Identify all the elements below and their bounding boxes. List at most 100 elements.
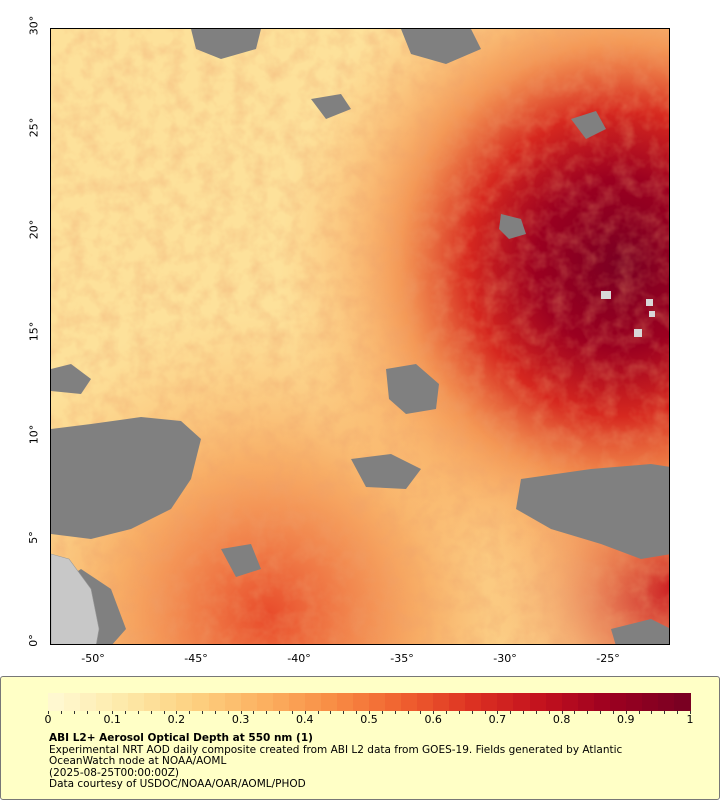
south-america-coast (51, 553, 100, 644)
colorbar-segment (497, 693, 515, 711)
colorbar-tick (330, 711, 332, 714)
colorbar-tick (291, 711, 293, 714)
colorbar-tick (163, 711, 165, 714)
colorbar-segment (657, 693, 675, 711)
colorbar-segment (465, 693, 482, 711)
colorbar-tick (433, 711, 435, 714)
lon-tick-40w: -40° (287, 652, 311, 665)
colorbar-tick (279, 711, 281, 714)
aod-texture (51, 29, 669, 644)
colorbar-segment (625, 693, 643, 711)
colorbar-tick (137, 711, 139, 714)
colorbar-tick (612, 711, 614, 714)
colorbar-tick (420, 711, 422, 714)
colorbar-segment (513, 693, 531, 711)
colorbar-tick (253, 711, 255, 714)
colorbar-segment (336, 693, 354, 711)
colorbar-segment (160, 693, 177, 711)
colorbar-segment (176, 693, 194, 711)
legend-text: ABI L2+ Aerosol Optical Depth at 550 nm … (49, 732, 689, 791)
colorbar-segment (48, 693, 65, 711)
colorbar-tick (86, 711, 88, 714)
colorbar-label: 0.5 (360, 713, 378, 726)
legend-description-2: OceanWatch node at NOAA/AOML (49, 755, 227, 767)
colorbar-segment (64, 693, 81, 711)
colorbar-tick (458, 711, 460, 714)
colorbar-segment (609, 693, 627, 711)
colorbar-segment (433, 693, 450, 711)
cloud-patches (601, 291, 655, 337)
lat-tick-10: 10° (27, 424, 41, 445)
colorbar-tick (651, 711, 653, 714)
colorbar-segment (256, 693, 274, 711)
legend-panel: ABI L2+ Aerosol Optical Depth at 550 nm … (0, 676, 720, 800)
lat-tick-20: 20° (27, 219, 41, 240)
colorbar-segment (385, 693, 402, 711)
colorbar-segment (128, 693, 145, 711)
colorbar-segment (449, 693, 466, 711)
colorbar-segment (641, 693, 659, 711)
colorbar-segment (529, 693, 547, 711)
colorbar-tick (548, 711, 550, 714)
colorbar-segment (272, 693, 290, 711)
colorbar-label: 0.4 (296, 713, 314, 726)
legend-description: Experimental NRT AOD daily composite cre… (49, 743, 623, 756)
aod-map-canvas (51, 29, 669, 644)
colorbar-tick (214, 711, 216, 714)
colorbar-segment (240, 693, 258, 711)
colorbar-tick (150, 711, 152, 714)
colorbar-label: 0.8 (552, 713, 571, 726)
colorbar-tick (497, 711, 499, 714)
colorbar-tick (394, 711, 396, 714)
colorbar-tick (317, 711, 319, 714)
lon-tick-35w: -35° (390, 652, 414, 665)
colorbar-tick (356, 711, 358, 714)
lat-tick-25: 25° (27, 117, 41, 138)
colorbar-tick (523, 711, 525, 714)
colorbar-tick (381, 711, 383, 714)
colorbar-tick (407, 711, 409, 714)
colorbar-tick (125, 711, 127, 714)
colorbar-tick (369, 711, 370, 714)
colorbar-label: 0.1 (103, 713, 121, 726)
colorbar-tick (574, 711, 576, 714)
colorbar-tick (48, 711, 49, 714)
colorbar-segment (112, 693, 129, 711)
colorbar-tick (73, 711, 75, 714)
colorbar-segment (320, 693, 338, 711)
colorbar-tick (625, 711, 627, 714)
legend-credit: Data courtesy of USDOC/NOAA/OAR/AOML/PHO… (49, 778, 306, 790)
colorbar-tick (266, 711, 268, 714)
colorbar-segment (401, 693, 418, 711)
colorbar-segment (417, 693, 434, 711)
colorbar-tick (600, 711, 602, 714)
colorbar-tick (189, 711, 191, 714)
colorbar-segment (673, 693, 691, 711)
colorbar-tick (99, 711, 101, 714)
colorbar-segment (545, 693, 563, 711)
colorbar-tick (227, 711, 229, 714)
colorbar-tick (202, 711, 204, 714)
colorbar-tick (240, 711, 242, 714)
colorbar-segment (577, 693, 595, 711)
colorbar-label: 0.6 (424, 713, 442, 726)
colorbar-label: 1 (686, 713, 694, 726)
colorbar-segment (369, 693, 386, 711)
colorbar-segment (481, 693, 498, 711)
colorbar-segment (288, 693, 306, 711)
colorbar-tick (638, 711, 640, 714)
colorbar-segment (224, 693, 242, 711)
colorbar-tick (112, 711, 114, 714)
lon-tick-25w: -25° (596, 652, 620, 665)
lon-tick-45w: -45° (184, 652, 208, 665)
lat-tick-5: 5° (26, 531, 40, 544)
colorbar-tick (587, 711, 589, 714)
lat-tick-15: 15° (27, 321, 41, 342)
colorbar-tick (535, 711, 537, 714)
lon-tick-50w: -50° (81, 652, 105, 665)
colorbar-segment (144, 693, 161, 711)
colorbar-tick (561, 711, 563, 714)
colorbar-tick (471, 711, 473, 714)
legend-title: ABI L2+ Aerosol Optical Depth at 550 nm … (49, 732, 313, 744)
lat-tick-30: 30° (27, 15, 41, 36)
